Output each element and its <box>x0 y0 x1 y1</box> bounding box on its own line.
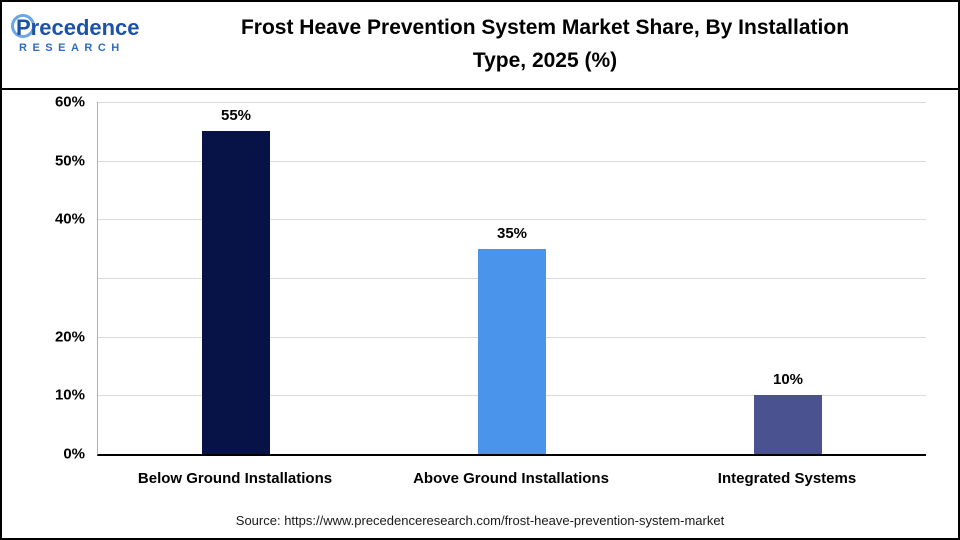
y-tick-label: 50% <box>54 152 85 170</box>
logo-text: Precedence <box>16 15 140 40</box>
logo-circle-icon <box>11 14 35 38</box>
bar-value-label: 10% <box>772 371 804 389</box>
logo-wordmark: Precedence <box>11 14 166 40</box>
plot-area: 55% 35% 10% <box>97 102 926 456</box>
source-text: Source: https://www.precedenceresearch.c… <box>235 513 725 528</box>
y-axis: 60% 50% 40% 20% 10% 0% <box>2 94 97 463</box>
y-tick-label: 20% <box>54 328 85 346</box>
x-category-label: Above Ground Installations <box>413 470 609 487</box>
chart-title-line1: Frost Heave Prevention System Market Sha… <box>240 16 850 40</box>
x-category-label: Below Ground Installations <box>137 470 333 487</box>
bar-3 <box>754 395 822 454</box>
bar-1 <box>202 131 270 454</box>
y-tick-label: 0% <box>63 445 85 463</box>
x-category-label: Integrated Systems <box>717 470 857 487</box>
x-axis: Below Ground Installations Above Ground I… <box>97 470 926 490</box>
y-tick-label: 40% <box>54 210 85 228</box>
bar-value-label: 35% <box>496 224 528 242</box>
gridline <box>98 160 926 162</box>
chart-title-line2: Type, 2025 (%) <box>472 49 618 72</box>
y-tick-label: 10% <box>54 386 85 404</box>
bar-value-label: 55% <box>220 107 252 125</box>
bar-2 <box>478 248 546 454</box>
header: Precedence RESEARCH Frost Heave Preventi… <box>2 2 958 90</box>
logo: Precedence RESEARCH <box>11 14 166 55</box>
gridline <box>98 102 926 103</box>
chart-title: Frost Heave Prevention System Market Sha… <box>167 2 923 88</box>
gridline <box>98 219 926 221</box>
logo-subtext: RESEARCH <box>19 42 125 55</box>
y-tick-label: 60% <box>54 93 85 111</box>
